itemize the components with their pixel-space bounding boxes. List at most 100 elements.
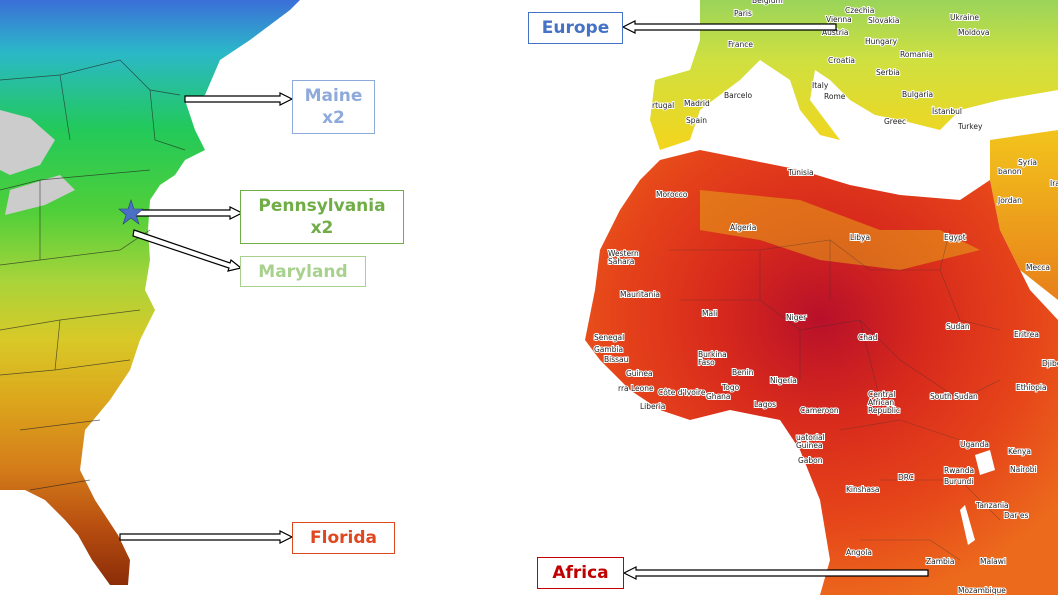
callout-arrows <box>119 20 929 580</box>
label-ethiopia: Ethiopia <box>1016 383 1047 392</box>
label-czechia: Czechia <box>845 6 874 15</box>
label-bissau: Bissau <box>604 355 629 364</box>
label-nigeria: Nigeria <box>770 376 797 385</box>
label-tanzania: Tanzania <box>975 501 1009 510</box>
label-mecca: Mecca <box>1026 263 1050 272</box>
great-lakes-africa <box>960 450 995 545</box>
country-borders <box>670 229 1001 561</box>
us-east-coast-map <box>0 0 300 585</box>
arrow-florida <box>119 530 294 544</box>
label-gambia: Gambia <box>594 345 623 354</box>
label-mali: Mali <box>702 309 717 318</box>
label-portugal: rtugal <box>652 101 674 110</box>
label-paris: Paris <box>734 9 752 18</box>
label-turkey: Turkey <box>957 122 983 131</box>
africa-europe-map <box>585 0 1058 595</box>
label-belgium: Belgium <box>752 0 783 5</box>
callout-pennsylvania: Pennsylvania x2 <box>240 190 404 244</box>
label-lagos: Lagos <box>754 400 776 409</box>
great-lakes <box>0 110 75 215</box>
state-borders <box>0 59 186 491</box>
label-cote-divoire: Côte d'Ivoire <box>658 388 706 397</box>
label-romania: Romania <box>900 50 933 59</box>
label-nairobi: Nairobi <box>1010 465 1037 474</box>
label-spain: Spain <box>686 116 707 125</box>
label-rome: Rome <box>824 92 846 101</box>
label-algeria: Algeria <box>730 223 756 232</box>
label-liberia: Liberia <box>640 402 665 411</box>
label-barcelona: Barcelo <box>724 91 752 100</box>
label-djibouti: Djibo <box>1042 359 1058 368</box>
us-land <box>0 0 300 585</box>
label-lebanon: banon <box>998 167 1022 176</box>
label-slovakia: Slovakia <box>868 16 900 25</box>
callout-maryland: Maryland <box>240 256 366 287</box>
label-drc: DRC <box>898 473 914 482</box>
label-niger: Niger <box>786 313 807 322</box>
label-croatia: Croatia <box>828 56 855 65</box>
label-togo: Togo <box>721 383 740 392</box>
label-ukraine: Ukraine <box>950 13 979 22</box>
label-greece: Greec <box>884 117 906 126</box>
label-guinea: Guinea <box>626 369 653 378</box>
arrow-europe <box>621 20 837 34</box>
label-moldova: Moldova <box>958 28 990 37</box>
label-burkina-faso: Burkina Faso <box>698 350 727 367</box>
label-morocco: Morocco <box>656 190 688 199</box>
label-south-sudan: South Sudan <box>930 392 978 401</box>
label-mauritania: Mauritania <box>620 290 660 299</box>
label-kenya: Kenya <box>1008 447 1031 456</box>
arrow-maryland <box>132 229 243 272</box>
label-sudan: Sudan <box>946 322 970 331</box>
label-iraq: Ira <box>1050 179 1058 188</box>
label-western-sahara: Western Sahara <box>608 249 639 266</box>
label-rwanda: Rwanda <box>944 466 974 475</box>
label-libya: Libya <box>850 233 870 242</box>
label-italy: Italy <box>812 81 829 90</box>
label-dar: Dar es <box>1004 511 1028 520</box>
arrow-maine <box>184 92 294 106</box>
label-uganda: Uganda <box>960 440 989 449</box>
label-istanbul: İstanbul <box>932 107 962 116</box>
label-eq-guinea: uatorial Guinea <box>796 433 825 450</box>
label-serbia: Serbia <box>876 68 900 77</box>
label-madrid: Madrid <box>684 99 710 108</box>
label-car: Central African Republic <box>868 390 900 415</box>
label-benin: Benin <box>732 368 754 377</box>
callout-europe: Europe <box>528 12 623 44</box>
label-cameroon: Cameroon <box>800 406 839 415</box>
label-eritrea: Eritrea <box>1014 330 1039 339</box>
label-burundi: Burundi <box>944 477 973 486</box>
label-kinshasa: Kinshasa <box>846 485 880 494</box>
label-ghana: Ghana <box>706 392 731 401</box>
sahara-band <box>700 190 980 270</box>
label-sierra-leone: rra Leone <box>618 384 654 393</box>
label-tunisia: Tunisia <box>787 168 814 177</box>
arrow-pennsylvania <box>132 206 244 220</box>
label-malawi: Malawi <box>980 557 1006 566</box>
label-france: France <box>728 40 753 49</box>
label-mozambique: Mozambique <box>958 586 1006 595</box>
location-star-icon <box>118 199 144 225</box>
callout-florida: Florida <box>292 522 395 554</box>
callout-africa: Africa <box>537 557 624 589</box>
label-angola: Angola <box>846 548 872 557</box>
europe-land <box>650 0 1058 150</box>
callout-maine: Maine x2 <box>292 80 375 134</box>
mideast-land <box>990 130 1058 300</box>
label-zambia: Zambia <box>926 557 954 566</box>
map-labels: Belgium Czechia Paris Vienna Slovakia Uk… <box>593 0 1058 595</box>
label-egypt: Egypt <box>944 233 966 242</box>
label-hungary: Hungary <box>865 37 898 46</box>
arrow-africa <box>622 566 929 580</box>
label-syria: Syria <box>1018 158 1037 167</box>
africa-land <box>585 150 1058 595</box>
label-senegal: Senegal <box>594 333 624 342</box>
label-bulgaria: Bulgaria <box>902 90 933 99</box>
label-chad: Chad <box>858 333 878 342</box>
label-gabon: Gabon <box>798 456 823 465</box>
label-jordan: Jordan <box>997 196 1022 205</box>
label-vienna: Vienna <box>826 15 852 24</box>
label-austria: Austria <box>822 28 849 37</box>
